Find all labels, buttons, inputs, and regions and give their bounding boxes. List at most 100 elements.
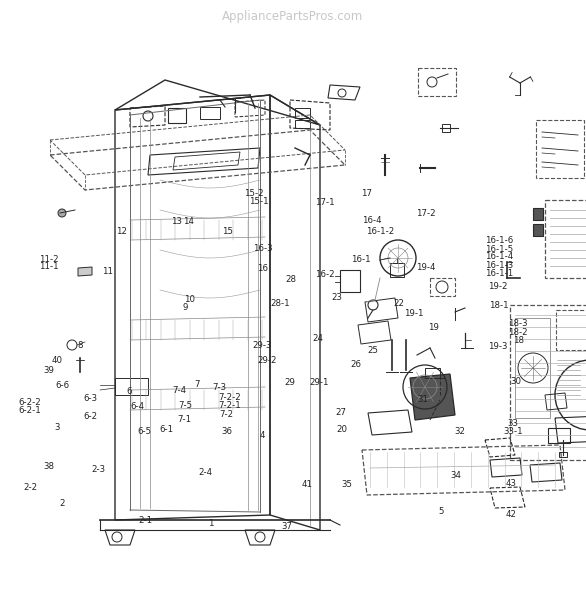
Text: 24: 24 (312, 334, 323, 343)
Text: 2: 2 (59, 499, 65, 509)
Text: 2-2: 2-2 (23, 483, 38, 492)
Text: 16-1-3: 16-1-3 (485, 260, 513, 269)
Text: 13: 13 (172, 217, 182, 226)
Text: 19: 19 (428, 323, 439, 331)
Text: 16-3: 16-3 (253, 244, 272, 253)
Text: 15-1: 15-1 (249, 197, 269, 206)
Bar (559, 452, 567, 457)
Text: 16-1-2: 16-1-2 (366, 226, 394, 235)
Text: 3: 3 (54, 422, 60, 432)
Text: 9: 9 (182, 302, 188, 312)
Bar (418, 68, 456, 96)
Text: 42: 42 (506, 510, 516, 519)
Text: 6-3: 6-3 (84, 394, 98, 403)
Text: 29-2: 29-2 (257, 356, 277, 365)
Text: 6-2: 6-2 (83, 412, 97, 421)
Text: 16-1-1: 16-1-1 (485, 269, 513, 277)
Text: 17-2: 17-2 (415, 208, 435, 217)
Bar (536, 120, 584, 178)
Text: 29-1: 29-1 (309, 379, 329, 388)
Text: 6-5: 6-5 (137, 427, 151, 437)
Text: 16-1-5: 16-1-5 (485, 245, 513, 253)
Text: 19-1: 19-1 (404, 308, 424, 318)
Bar (430, 278, 455, 296)
Text: 16-1-6: 16-1-6 (485, 236, 513, 245)
Text: 7: 7 (194, 380, 200, 389)
Text: 30: 30 (510, 377, 521, 386)
Text: 7-3: 7-3 (212, 383, 226, 392)
Text: 17-1: 17-1 (315, 198, 335, 208)
Text: 7-2: 7-2 (219, 410, 233, 419)
Text: 6-6: 6-6 (55, 382, 69, 391)
Text: 6-1: 6-1 (159, 425, 173, 434)
Bar (533, 208, 543, 220)
Text: 29-3: 29-3 (253, 341, 272, 350)
Text: 33: 33 (508, 419, 519, 428)
Text: 36: 36 (222, 427, 233, 437)
Text: 26: 26 (351, 360, 362, 369)
Text: 7-2-2: 7-2-2 (219, 394, 241, 402)
Text: 4: 4 (260, 431, 265, 440)
Bar (168, 108, 186, 123)
Bar (295, 108, 310, 118)
Text: 19-2: 19-2 (488, 283, 508, 291)
Circle shape (58, 209, 66, 217)
Text: 31: 31 (418, 395, 428, 404)
Text: 34: 34 (451, 471, 461, 480)
Text: 18-3: 18-3 (508, 319, 528, 329)
Text: 35: 35 (342, 480, 352, 490)
Text: 7-1: 7-1 (177, 415, 191, 424)
Bar (556, 310, 586, 350)
Polygon shape (78, 267, 92, 276)
Bar (545, 200, 586, 278)
Text: 27: 27 (336, 408, 346, 417)
Bar (340, 270, 360, 292)
Text: 18-2: 18-2 (508, 328, 528, 337)
Text: 10: 10 (185, 295, 195, 304)
Text: 28: 28 (285, 275, 296, 284)
Text: 25: 25 (367, 346, 378, 355)
Text: 18-1: 18-1 (489, 301, 509, 311)
Text: 7-5: 7-5 (178, 401, 192, 410)
Text: 2-3: 2-3 (91, 465, 105, 474)
Text: 6-4: 6-4 (130, 402, 144, 412)
Text: 2-1: 2-1 (138, 516, 152, 524)
Text: 22: 22 (393, 298, 404, 307)
Text: 7-2-1: 7-2-1 (219, 401, 241, 410)
Text: 11: 11 (103, 268, 113, 276)
Text: 5: 5 (438, 508, 444, 516)
Bar (533, 224, 543, 236)
Text: 11-1: 11-1 (39, 262, 59, 271)
Text: 12: 12 (117, 226, 127, 235)
Bar (515, 318, 550, 418)
Text: 16-1-4: 16-1-4 (485, 252, 513, 262)
Bar (425, 368, 440, 378)
Text: 16-4: 16-4 (362, 216, 381, 225)
Text: 6-2-2: 6-2-2 (19, 398, 41, 407)
Text: 6-2-1: 6-2-1 (19, 406, 41, 415)
Text: 7-4: 7-4 (172, 386, 186, 395)
Text: 15: 15 (222, 226, 233, 235)
Text: 29: 29 (284, 379, 295, 388)
Polygon shape (410, 374, 455, 420)
Bar (510, 305, 586, 460)
Text: 16-2: 16-2 (315, 270, 335, 280)
Text: 18: 18 (513, 336, 523, 345)
Text: 19-4: 19-4 (415, 263, 435, 271)
Text: 16: 16 (257, 264, 268, 274)
Text: 6: 6 (126, 386, 132, 396)
Text: 38: 38 (43, 462, 54, 472)
Text: AppliancePartsPros.com: AppliancePartsPros.com (222, 10, 364, 23)
Bar (200, 107, 220, 119)
Bar (442, 124, 450, 132)
Text: 28-1: 28-1 (270, 298, 290, 307)
Text: 40: 40 (52, 356, 63, 365)
Text: 32: 32 (454, 427, 465, 437)
Text: 14: 14 (183, 217, 194, 226)
Bar (295, 120, 310, 128)
Text: 20: 20 (337, 425, 347, 434)
Text: 33-1: 33-1 (503, 427, 523, 437)
Text: 16-1: 16-1 (351, 254, 371, 263)
Text: 1: 1 (208, 518, 214, 528)
Text: 11-2: 11-2 (39, 254, 59, 263)
